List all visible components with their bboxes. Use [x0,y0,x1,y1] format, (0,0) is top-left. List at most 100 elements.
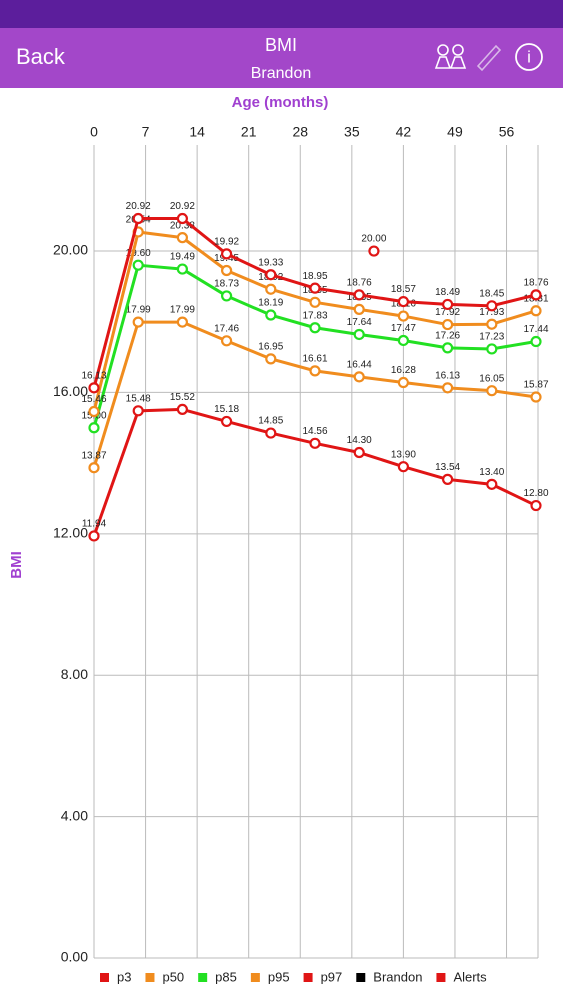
back-button[interactable]: Back [16,44,66,69]
data-point [132,316,144,328]
data-label: 16.44 [347,360,372,371]
data-point [486,385,498,397]
data-point [442,473,454,485]
y-tick-label: 16.00 [53,383,88,399]
data-label: 12.80 [523,488,548,499]
data-label: 13.90 [391,449,416,460]
data-label: 17.99 [126,305,151,316]
data-point [486,300,498,312]
data-point [397,295,409,308]
data-point [397,310,409,322]
x-tick-label: 7 [142,124,150,140]
data-label: 14.56 [302,426,327,437]
nav-title: BMI [265,35,297,55]
data-label: 17.93 [479,307,504,318]
data-point [353,303,365,315]
legend-swatch [250,973,260,982]
y-tick-label: 8.00 [61,666,88,682]
legend-swatch [145,973,155,982]
data-point [265,309,277,321]
data-point [442,318,454,331]
x-tick-label: 28 [292,124,308,140]
legend-swatch [356,973,366,982]
data-point [309,365,321,377]
data-point [132,259,144,271]
data-point [530,305,542,317]
data-label: 18.57 [391,284,416,295]
x-tick-label: 35 [344,124,360,140]
data-label: 16.95 [258,341,283,352]
data-label: 16.13 [81,370,106,381]
legend-swatch [198,973,208,982]
data-label: 18.76 [347,278,372,289]
children-icon[interactable] [434,44,467,69]
data-label: 16.28 [391,365,416,376]
data-point [353,289,365,301]
data-label: 20.92 [126,201,151,212]
x-tick-label: 56 [499,124,515,140]
data-label: 18.19 [258,298,283,309]
legend-label: p50 [162,969,184,984]
data-point [368,245,380,257]
legend-swatch [100,973,109,982]
data-point [88,530,100,542]
data-label: 16.61 [302,354,327,365]
data-label: 11.94 [82,519,107,530]
ruler-icon[interactable] [476,44,502,72]
data-label: 19.92 [214,237,239,248]
data-point [486,343,498,355]
data-label: 15.46 [81,394,106,405]
data-label: 18.73 [214,279,239,290]
data-label: 18.76 [523,278,548,289]
y-tick-label: 0.00 [61,949,88,965]
data-point [353,371,365,383]
data-point [397,334,409,347]
data-point [486,318,498,330]
legend-label: p95 [268,969,290,984]
data-point [397,376,409,389]
data-point [221,290,233,302]
data-label: 19.33 [258,257,283,268]
data-point [221,335,233,347]
data-point [309,437,321,449]
legend: p3 p50 p85 p95 p97 Brandon Alerts [100,969,487,984]
data-point [353,328,365,341]
data-label: 17.23 [479,332,504,343]
data-point [530,499,542,512]
data-label: 14.30 [347,435,372,446]
data-label: 17.26 [435,331,460,342]
data-point [265,427,277,439]
data-label: 15.48 [126,393,151,404]
data-label: 16.05 [479,373,504,384]
legend-label: Alerts [453,969,487,984]
data-label: 19.49 [170,252,195,263]
data-label: 17.44 [523,324,548,335]
data-point [530,289,542,301]
data-label: 20.92 [170,201,195,212]
data-label: 16.13 [435,370,460,381]
data-label: 20.38 [170,220,195,231]
data-point [221,264,233,277]
data-point [309,282,321,294]
data-point [530,335,542,348]
data-point [221,415,233,428]
data-point [176,212,188,225]
data-point [88,422,100,434]
data-point [88,382,100,394]
y-axis-label: BMI [8,551,25,579]
info-icon[interactable]: i [515,43,543,71]
status-bar [0,0,563,28]
data-point [265,269,277,281]
data-label: 18.95 [302,271,327,282]
x-tick-label: 0 [90,124,98,140]
data-point [88,405,100,418]
y-tick-label: 12.00 [53,525,88,541]
data-label: 13.87 [81,450,106,461]
data-label: 14.85 [258,416,283,427]
data-label: 18.49 [435,287,460,298]
legend-label: p3 [117,969,131,984]
x-axis-label: Age (months) [232,94,329,111]
x-tick-label: 49 [447,124,463,140]
data-label: 17.47 [391,323,416,334]
data-point [353,446,365,459]
